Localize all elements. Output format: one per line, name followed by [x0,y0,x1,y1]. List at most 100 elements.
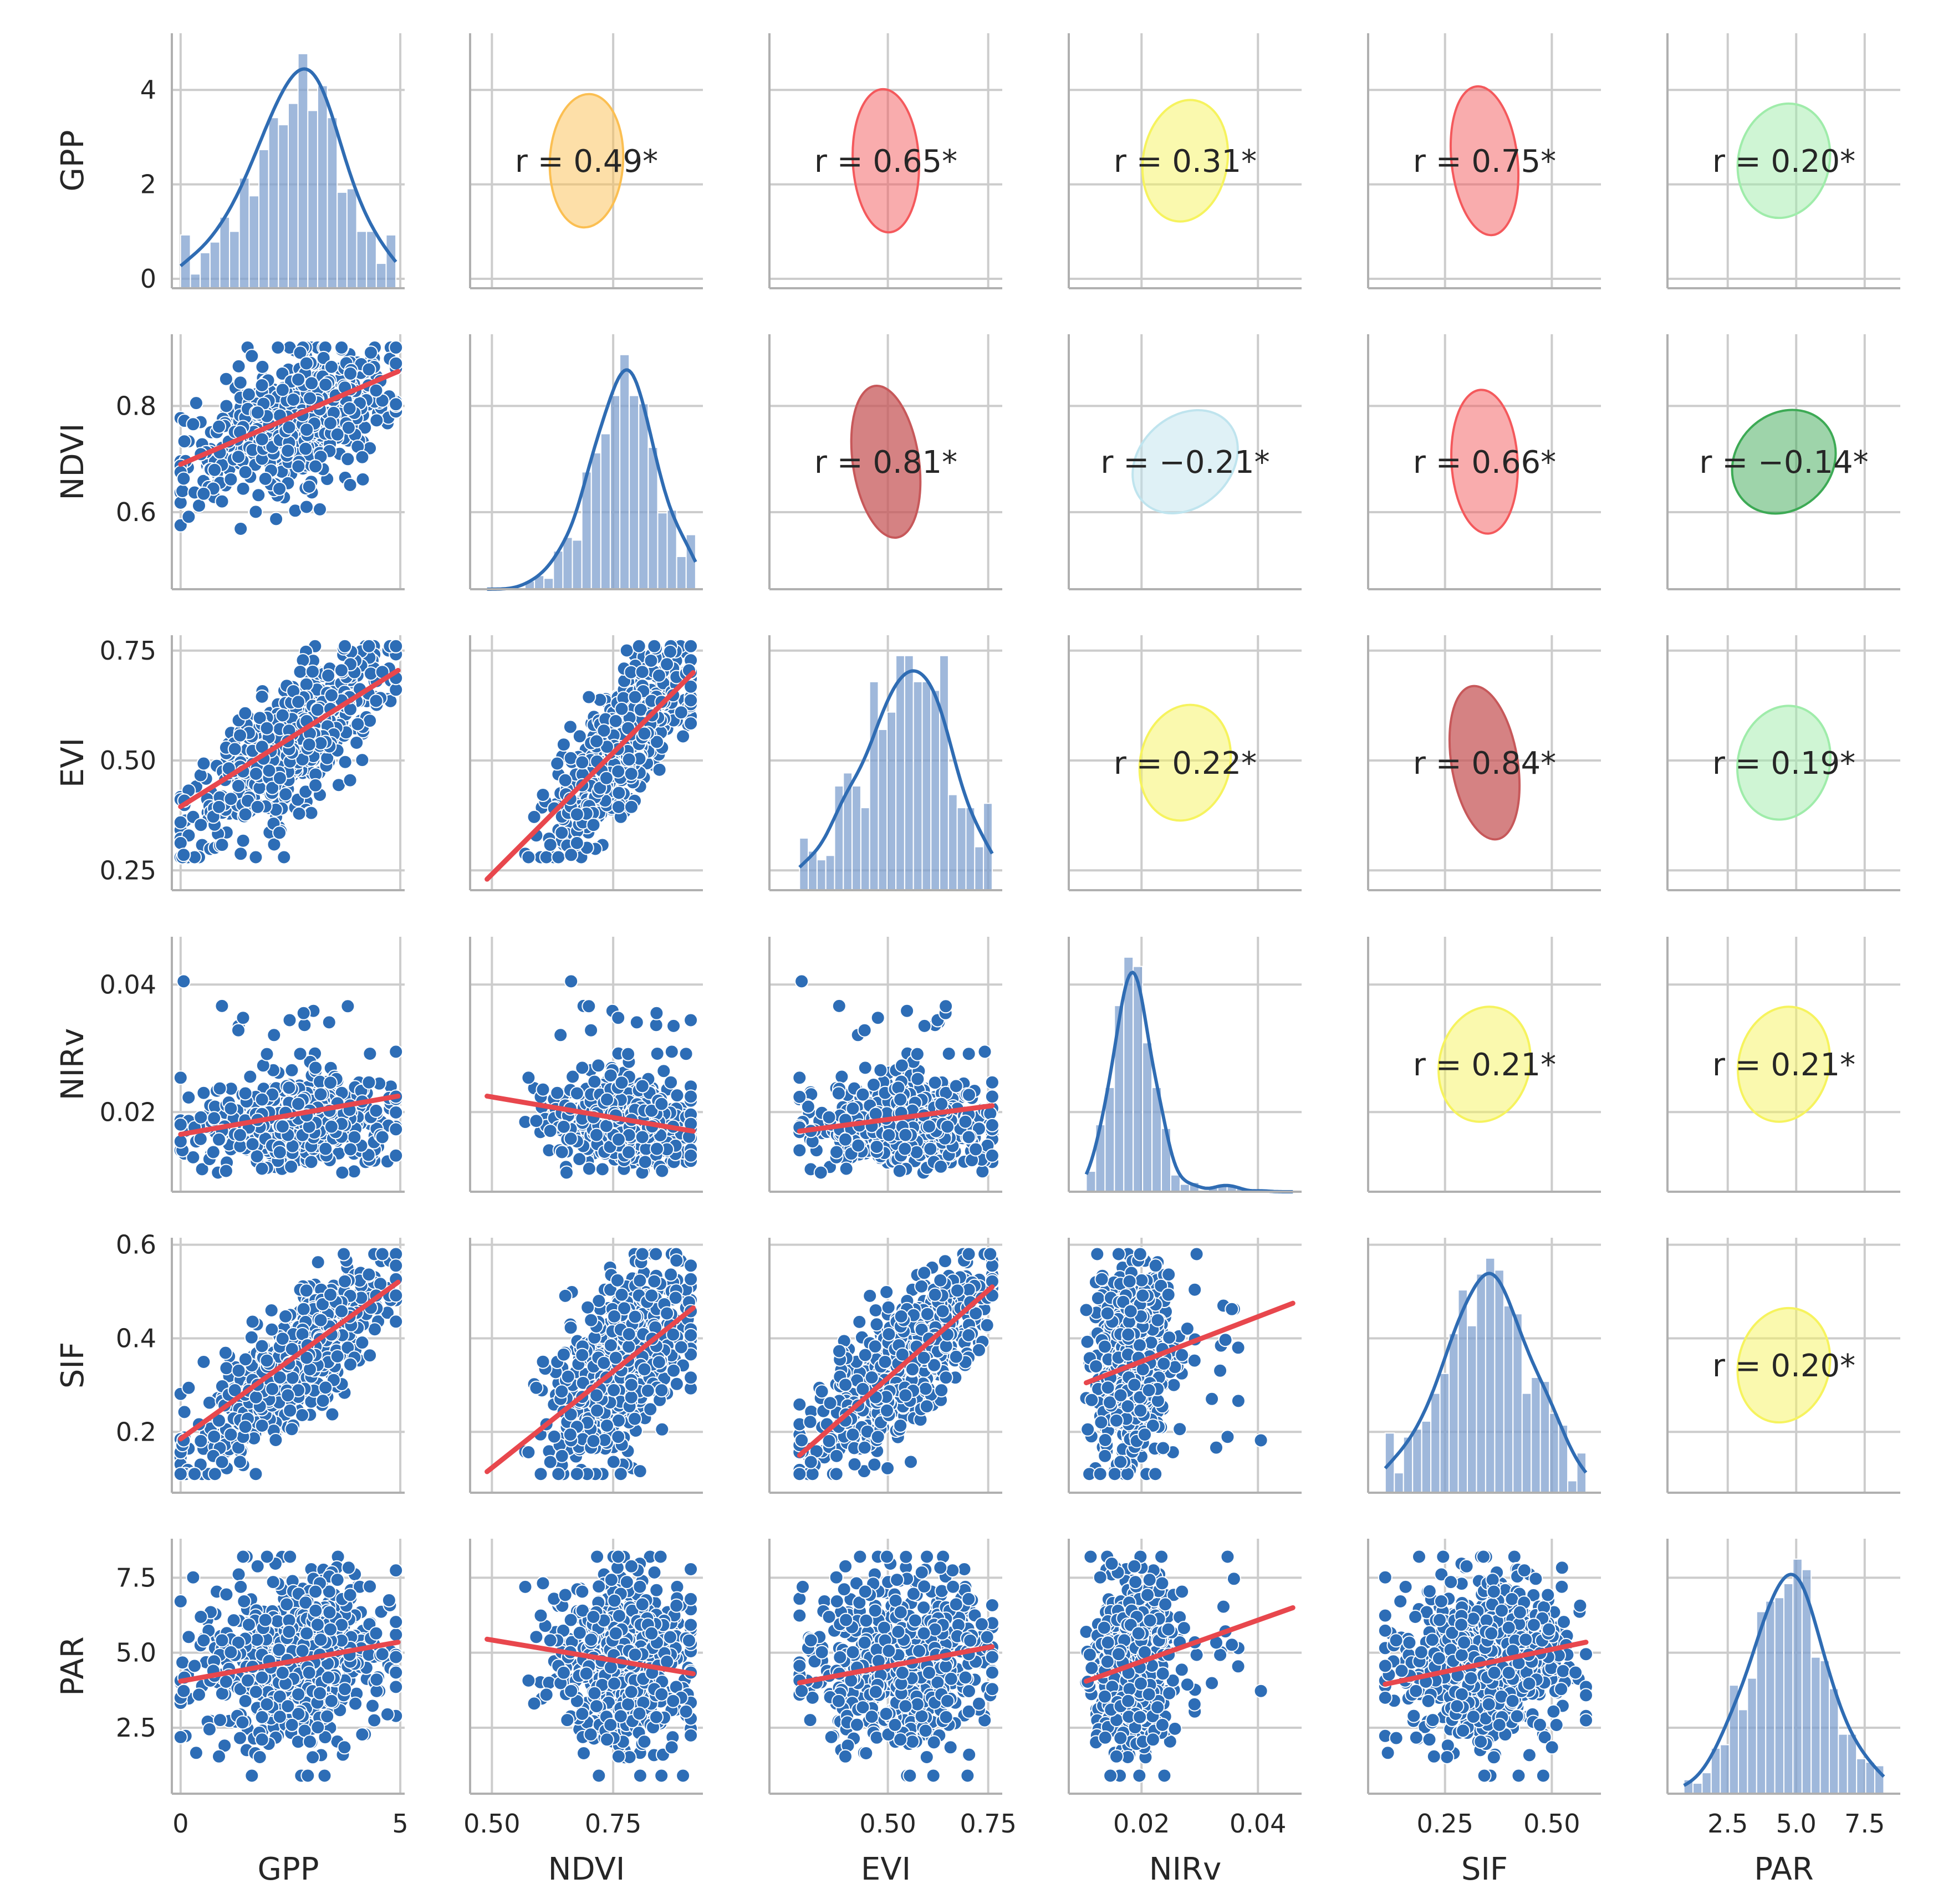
scatter-point [173,815,188,830]
scatter-point [619,643,634,658]
scatter-point [238,1086,253,1101]
panel-gpp-vs-evi: r = 0.65* [768,33,1002,289]
scatter-point [575,755,590,770]
scatter-point [564,848,579,862]
histogram-bar [956,807,967,891]
scatter-point [631,639,646,654]
scatter-point [898,1127,913,1142]
scatter-point [238,1420,253,1435]
scatter-point [633,1464,647,1479]
scatter-point [277,850,292,865]
scatter-point [335,1165,350,1180]
scatter-point [324,359,339,374]
scatter-point [664,1044,679,1059]
scatter-point [173,835,188,850]
scatter-point [684,693,698,708]
scatter-point [870,1010,885,1025]
scatter-point [238,464,253,479]
scatter-point [284,1422,299,1437]
scatter-point [236,833,251,848]
correlation-label: r = 0.31* [1114,144,1257,180]
scatter-point [629,1015,644,1030]
scatter-point [611,785,626,800]
scatter-point [282,1080,297,1095]
scatter-point [962,1088,976,1102]
scatter-point [621,752,636,767]
scatter-point [666,1018,681,1033]
scatter-point [342,401,357,416]
scatter-point [291,695,306,709]
scatter-point [934,1159,948,1174]
panel-ndvi-vs-sif: r = 0.66* [1367,334,1601,590]
scatter-point [254,1418,269,1433]
scatter-point [187,1467,202,1482]
scatter-point [845,1101,860,1116]
panel-sif-vs-gpp [171,1238,405,1494]
histogram-bar [268,117,279,289]
scatter-point [173,1117,188,1132]
scatter-point [591,1058,606,1073]
scatter-point [265,1381,280,1396]
scatter-point [284,1063,299,1078]
scatter-point [881,1127,896,1142]
scatter-point [305,664,320,679]
scatter-point [275,1119,290,1134]
scatter-point [369,383,384,398]
panel-gpp-vs-par: r = 0.20* [1666,33,1900,289]
scatter-point [389,1314,404,1329]
histogram-bar [878,729,888,891]
scatter-point [284,1159,299,1174]
scatter-point [206,1145,221,1160]
scatter-point [644,654,659,668]
histogram-bar [921,681,932,891]
histogram-bar [657,512,668,590]
scatter-point [181,1090,196,1105]
scatter-point [243,1069,258,1084]
scatter-point [355,450,370,464]
scatter-point [188,396,203,411]
scatter-point [324,1119,339,1134]
histogram-bar [609,395,621,590]
scatter-point [553,1028,568,1043]
scatter-point [223,1427,238,1442]
panel-ndvi-vs-ndvi [469,334,703,591]
histogram-bar [278,124,289,289]
scatter-point [338,754,353,769]
scatter-point [589,734,604,749]
scatter-point [652,762,667,777]
scatter-point [272,770,287,785]
scatter-point [663,644,677,659]
scatter-point [655,1163,670,1178]
scatter-point [231,1363,246,1378]
scatter-point [582,690,596,705]
scatter-point [271,340,285,355]
scatter-point [238,807,253,822]
scatter-point [215,494,229,509]
scatter-point [355,1335,370,1350]
correlation-label: r = 0.66* [1413,445,1556,481]
scatter-point [611,764,626,779]
scatter-point [611,1132,626,1147]
panel-nirv-vs-ndvi [469,937,703,1193]
histogram-bar [248,195,260,289]
scatter-point [193,768,208,783]
scatter-point [272,825,287,840]
scatter-point [948,1079,963,1094]
scatter-point [254,1161,269,1176]
histogram-bar [619,354,630,590]
scatter-point [236,1010,251,1025]
scatter-point [563,1131,578,1146]
correlation-ellipse [548,93,625,229]
scatter-point [855,1087,870,1102]
scatter-point [621,1047,636,1061]
scatter-point [558,773,573,788]
scatter-point [318,377,333,392]
scatter-point [361,362,376,377]
scatter-point [934,1096,949,1111]
scatter-point [233,375,248,390]
histogram-bar [562,537,573,590]
scatter-point [248,767,263,781]
scatter-point [173,1467,188,1482]
scatter-point [651,668,666,683]
scatter-point [227,742,242,757]
